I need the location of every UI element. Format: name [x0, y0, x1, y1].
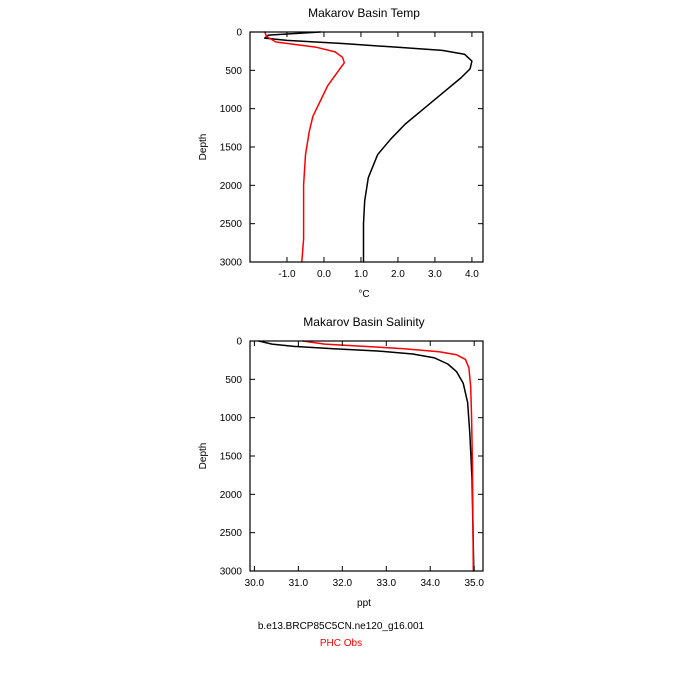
temp-series-line-model	[264, 31, 473, 263]
salinity-y-tick-label: 2000	[220, 490, 243, 501]
temp-y-axis-label: Depth	[198, 134, 209, 161]
salinity-plot-frame	[249, 340, 484, 572]
salinity-y-tick-label: 3000	[220, 567, 243, 578]
legend-model-label: b.e13.BRCP85C5CN.ne120_g16.001	[258, 621, 425, 632]
salinity-x-tick-label: 31.0	[289, 578, 309, 589]
temp-y-tick-label: 1500	[220, 143, 243, 154]
temp-y-tick-label: 2000	[220, 181, 243, 192]
temp-series-lines	[264, 31, 473, 263]
temp-y-tick-label: 0	[236, 28, 242, 39]
temp-y-ticks: 0 500 1000 1500 2000 2500 3000	[220, 28, 483, 269]
salinity-y-tick-label: 1000	[220, 413, 243, 424]
salinity-x-ticks: 30.0 31.0 32.0 33.0 34.0 35.0	[245, 341, 484, 589]
salinity-y-ticks: 0 500 1000 1500 2000 2500 3000	[220, 337, 483, 578]
salinity-y-tick-label: 500	[225, 375, 242, 386]
temp-x-tick-label: 0.0	[317, 269, 331, 280]
salinity-y-tick-label: 0	[236, 337, 242, 348]
salinity-x-tick-label: 33.0	[377, 578, 397, 589]
salinity-series-line-model	[258, 340, 475, 572]
salinity-x-tick-label: 30.0	[245, 578, 265, 589]
temp-y-tick-label: 2500	[220, 219, 243, 230]
salinity-x-tick-label: 34.0	[421, 578, 441, 589]
temp-plot-frame	[249, 31, 484, 263]
salinity-series-line-obs	[302, 340, 475, 572]
salinity-y-axis-label: Depth	[198, 443, 209, 470]
salinity-panel: Makarov Basin Salinity 30.0 31.0 32.0 33.0 3…	[198, 315, 484, 609]
temp-x-tick-label: 4.0	[465, 269, 479, 280]
temp-y-tick-label: 500	[225, 66, 242, 77]
salinity-y-tick-label: 1500	[220, 452, 243, 463]
temp-x-tick-label: 3.0	[428, 269, 442, 280]
salinity-x-axis-label: ppt	[357, 598, 371, 609]
temp-x-axis-label: °C	[358, 289, 369, 300]
salinity-y-tick-label: 2500	[220, 528, 243, 539]
salinity-chart-title: Makarov Basin Salinity	[303, 315, 424, 329]
temp-x-tick-label: 1.0	[354, 269, 368, 280]
temp-series-line-obs	[264, 31, 346, 263]
legend-obs-label: PHC Obs	[320, 638, 362, 649]
temp-x-tick-label: 2.0	[391, 269, 405, 280]
temp-y-tick-label: 3000	[220, 258, 243, 269]
salinity-x-tick-label: 35.0	[464, 578, 484, 589]
temp-chart-title: Makarov Basin Temp	[308, 6, 420, 20]
salinity-series-lines	[258, 340, 475, 572]
temp-x-tick-label: -1.0	[278, 269, 296, 280]
temp-y-tick-label: 1000	[220, 104, 243, 115]
temp-x-ticks: -1.0 0.0 1.0 2.0 3.0 4.0	[278, 32, 479, 280]
temperature-panel: Makarov Basin Temp -1.0 0.0 1.0 2.0 3.0 4.0 0…	[198, 6, 484, 300]
salinity-x-tick-label: 32.0	[333, 578, 353, 589]
